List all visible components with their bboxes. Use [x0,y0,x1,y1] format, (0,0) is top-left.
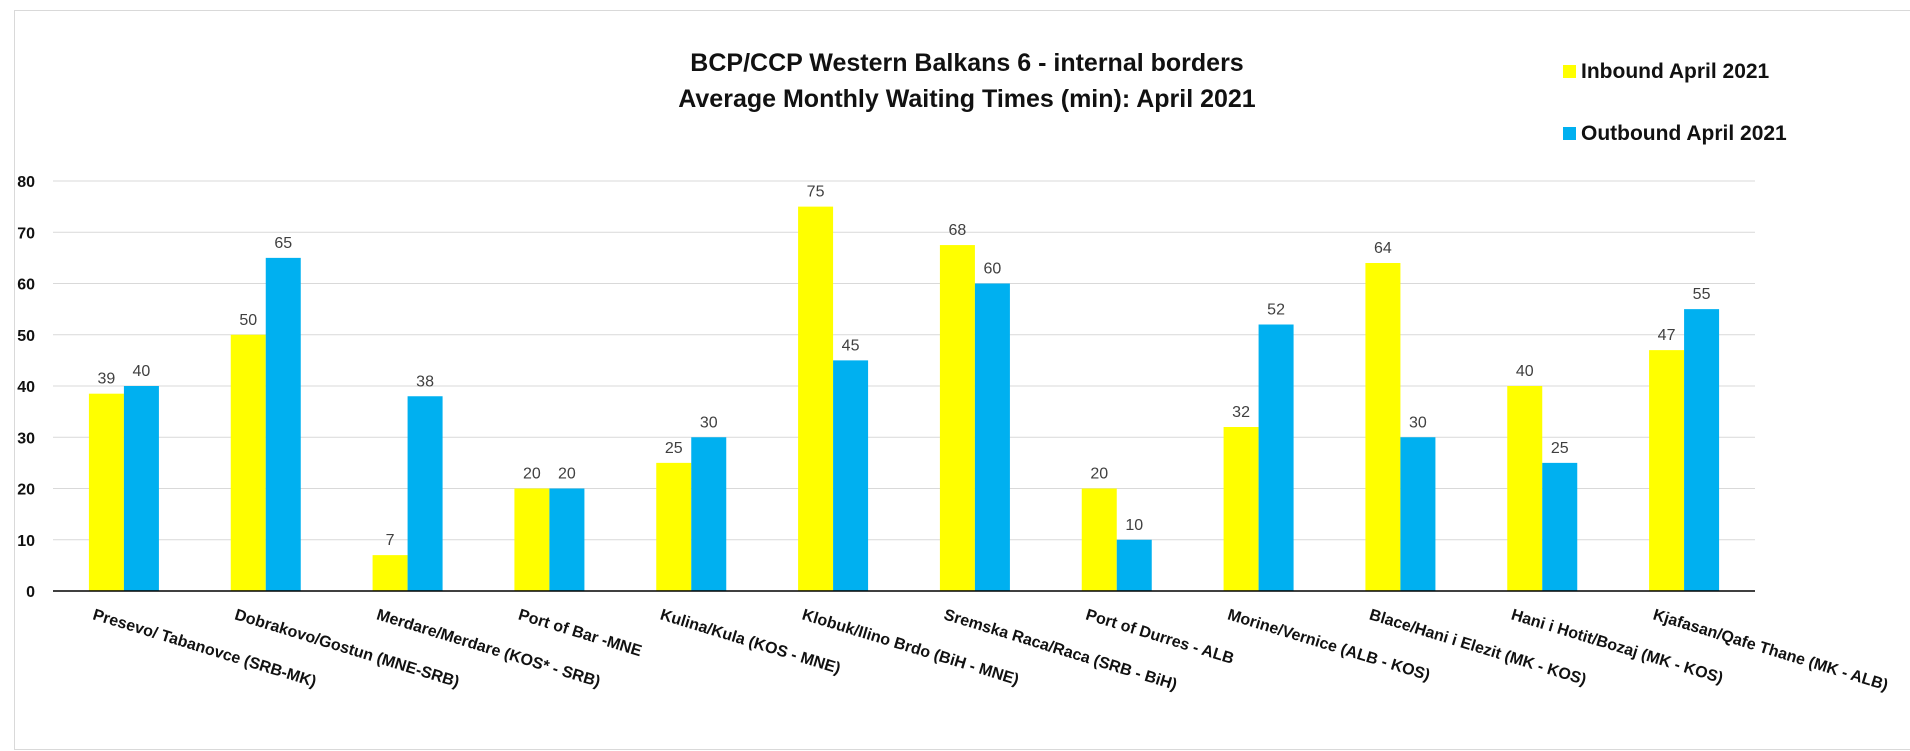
x-tick-label: Sremska Raca/Raca (SRB - BiH) [942,607,1179,694]
bar-inbound [656,462,692,591]
y-tick-label: 60 [17,277,35,294]
data-label-inbound: 7 [386,532,395,549]
data-label-inbound: 20 [1090,466,1108,483]
data-label-inbound: 75 [807,184,825,201]
data-label-outbound: 20 [558,466,576,483]
y-tick-label: 10 [17,533,35,550]
data-label-outbound: 55 [1693,286,1711,303]
y-tick-label: 70 [17,225,35,242]
bar-outbound [1400,437,1436,591]
bar-inbound [939,245,975,591]
data-label-inbound: 32 [1232,404,1250,421]
y-tick-label: 50 [17,328,35,345]
x-axis-labels: Presevo/ Tabanovce (SRB-MK)Dobrakovo/Gos… [91,607,1890,695]
data-label-inbound: 64 [1374,240,1392,257]
chart-title-line-1: BCP/CCP Western Balkans 6 - internal bor… [690,49,1243,77]
data-label-outbound: 30 [700,414,718,431]
legend-swatch-inbound [1563,65,1576,78]
gridlines [53,180,1755,541]
bar-outbound [549,488,585,591]
bar-outbound [1258,324,1294,591]
chart-title-line-2: Average Monthly Waiting Times (min): Apr… [678,85,1256,113]
data-label-outbound: 38 [416,373,434,390]
y-axis-ticks: 0 10 20 30 40 50 60 70 80 [17,174,35,601]
y-tick-label: 40 [17,379,35,396]
data-label-outbound: 65 [274,235,292,252]
data-label-outbound: 52 [1267,302,1285,319]
bar-inbound [798,206,834,591]
x-tick-label: Dobrakovo/Gostun (MNE-SRB) [233,607,462,692]
bar-inbound [88,393,124,591]
bar-inbound [514,488,550,591]
y-tick-label: 80 [17,174,35,191]
chart-legend: Inbound April 2021 Outbound April 2021 [1563,60,1787,145]
data-label-outbound: 30 [1409,414,1427,431]
bar-outbound [1542,462,1578,591]
chart-frame: BCP/CCP Western Balkans 6 - internal bor… [14,10,1910,750]
bars [88,206,1720,591]
bar-inbound [1223,427,1259,591]
y-tick-label: 20 [17,482,35,499]
bar-chart: BCP/CCP Western Balkans 6 - internal bor… [17,49,1890,695]
bar-outbound [974,283,1010,591]
legend-label-inbound: Inbound April 2021 [1581,60,1770,83]
data-label-inbound: 68 [949,222,967,239]
data-label-outbound: 60 [984,261,1002,278]
bar-outbound [407,396,443,591]
data-label-inbound: 20 [523,466,541,483]
bar-outbound [123,386,159,591]
bar-outbound [1684,309,1720,591]
data-label-outbound: 10 [1125,517,1143,534]
x-tick-label: Kjafasan/Qafe Thane (MK - ALB) [1651,607,1890,695]
data-label-inbound: 39 [98,371,116,388]
bar-inbound [372,555,408,591]
legend-swatch-outbound [1563,127,1576,140]
data-label-inbound: 40 [1516,363,1534,380]
data-label-inbound: 25 [665,440,683,457]
x-tick-label: Merdare/Merdare (KOS* - SRB) [374,607,602,691]
data-label-inbound: 47 [1658,327,1676,344]
x-tick-label: Port of Bar -MNE [516,607,644,661]
data-label-outbound: 40 [133,363,151,380]
y-tick-label: 30 [17,430,35,447]
bar-inbound [1365,263,1401,591]
bar-outbound [691,437,727,591]
y-tick-label: 0 [26,584,35,601]
bar-outbound [833,360,869,591]
data-label-inbound: 50 [239,312,257,329]
bar-outbound [1116,539,1152,591]
bar-inbound [230,334,266,591]
data-labels: 39 40 50 65 7 38 20 20 25 30 75 45 68 60 20 10 32 52 64 30 4… [98,184,1711,550]
legend-label-outbound: Outbound April 2021 [1581,122,1787,145]
data-label-outbound: 45 [842,337,860,354]
bar-inbound [1507,386,1543,591]
data-label-outbound: 25 [1551,440,1569,457]
chart-title: BCP/CCP Western Balkans 6 - internal bor… [678,49,1256,113]
bar-inbound [1649,350,1685,591]
bar-inbound [1081,488,1117,591]
x-tick-label: Presevo/ Tabanovce (SRB-MK) [91,607,318,691]
bar-outbound [265,257,301,591]
